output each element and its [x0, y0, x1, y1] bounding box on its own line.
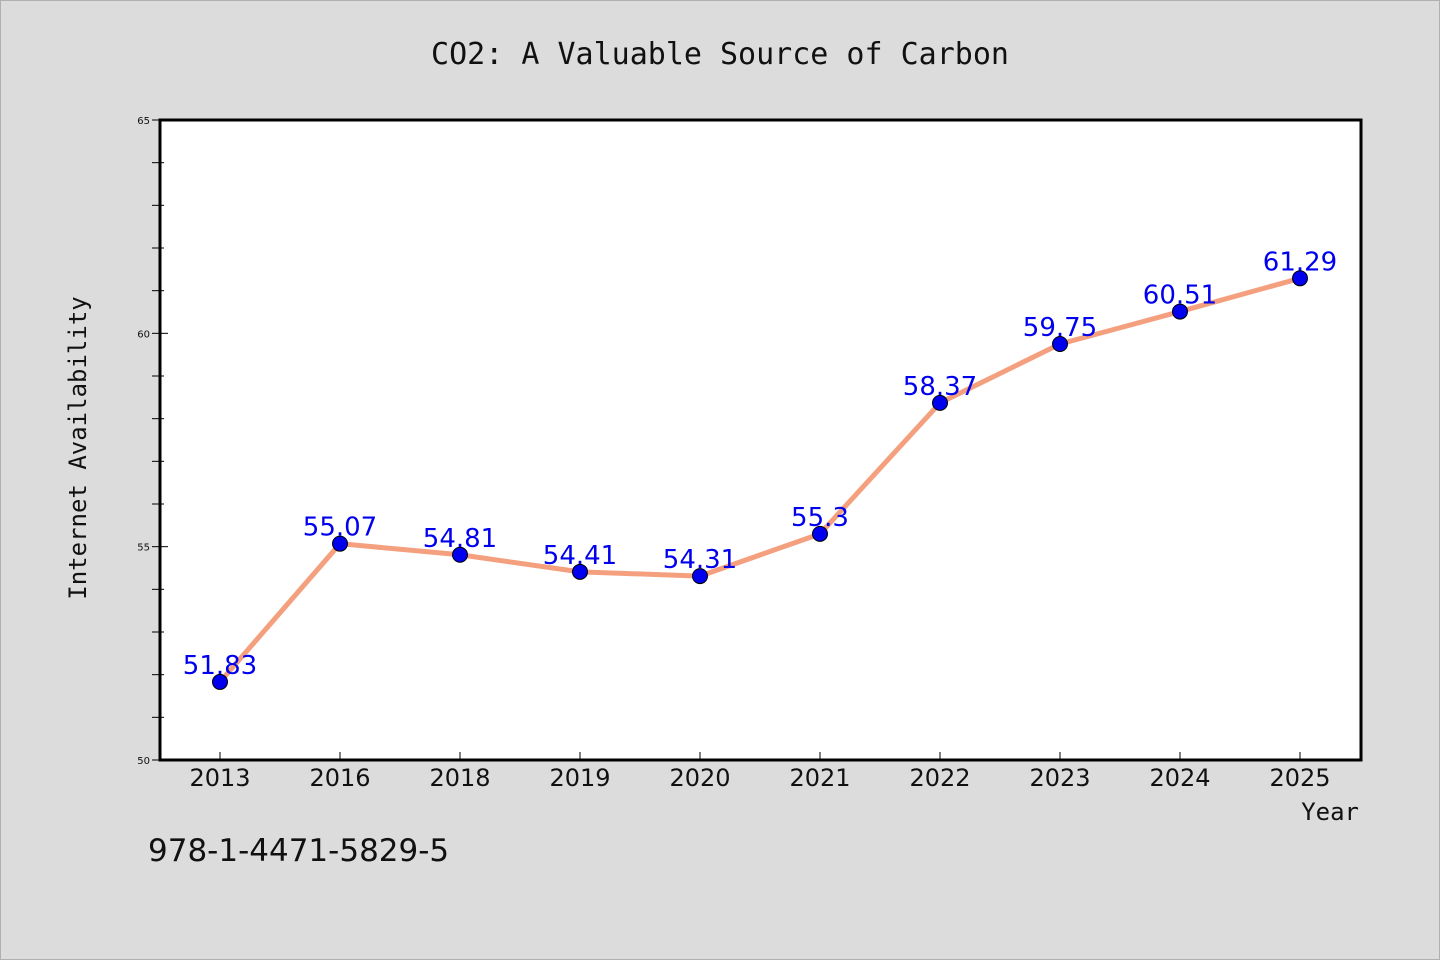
data-label: 51.83 [183, 651, 257, 681]
data-point [332, 535, 348, 552]
plot-area [158, 118, 1363, 762]
data-point [572, 563, 588, 580]
data-point [692, 568, 708, 585]
x-tick-label: 2024 [1149, 764, 1210, 792]
data-label: 59.75 [1023, 313, 1097, 343]
x-tick-label: 2023 [1029, 764, 1090, 792]
y-tick-label: 50 [137, 756, 150, 767]
y-axis: 50 55 60 65 [137, 116, 168, 767]
chart-title: CO2: A Valuable Source of Carbon [431, 37, 1009, 72]
y-tick-label: 60 [137, 329, 150, 340]
data-label: 55.3 [791, 503, 849, 533]
x-tick-label: 2022 [909, 764, 970, 792]
data-label: 54.81 [423, 524, 497, 554]
data-label: 55.07 [303, 513, 377, 543]
data-point [812, 525, 828, 542]
y-axis-label: Internet Availability [64, 296, 92, 599]
data-label: 61.29 [1263, 247, 1337, 277]
x-tick-label: 2021 [789, 764, 850, 792]
y-tick-label: 65 [137, 116, 150, 127]
data-point [932, 394, 948, 411]
data-labels: 51.83 55.07 54.81 54.41 54.31 55.3 58.37 59.75 6… [183, 247, 1337, 681]
x-axis-label: Year [1301, 798, 1359, 826]
y-tick-label: 55 [137, 543, 150, 554]
data-label: 54.41 [543, 541, 617, 571]
data-point [1172, 303, 1188, 320]
x-tick-label: 2020 [669, 764, 730, 792]
x-tick-label: 2025 [1269, 764, 1330, 792]
x-tick-label: 2019 [549, 764, 610, 792]
data-label: 60.51 [1143, 281, 1217, 311]
data-point [212, 673, 228, 690]
isbn-text: 978-1-4471-5829-5 [148, 833, 450, 869]
data-point [452, 546, 468, 563]
data-label: 54.31 [663, 545, 737, 575]
data-point [1052, 336, 1068, 352]
x-tick-label: 2013 [189, 764, 250, 792]
data-label: 58.37 [903, 372, 977, 402]
x-axis: 2013 2016 2018 2019 2020 2021 2022 2023 2024 2025 [189, 752, 1331, 792]
x-tick-label: 2016 [309, 764, 370, 792]
series-line [218, 275, 1301, 684]
data-point [1292, 270, 1308, 287]
data-points [212, 270, 1308, 690]
x-tick-label: 2018 [429, 764, 490, 792]
